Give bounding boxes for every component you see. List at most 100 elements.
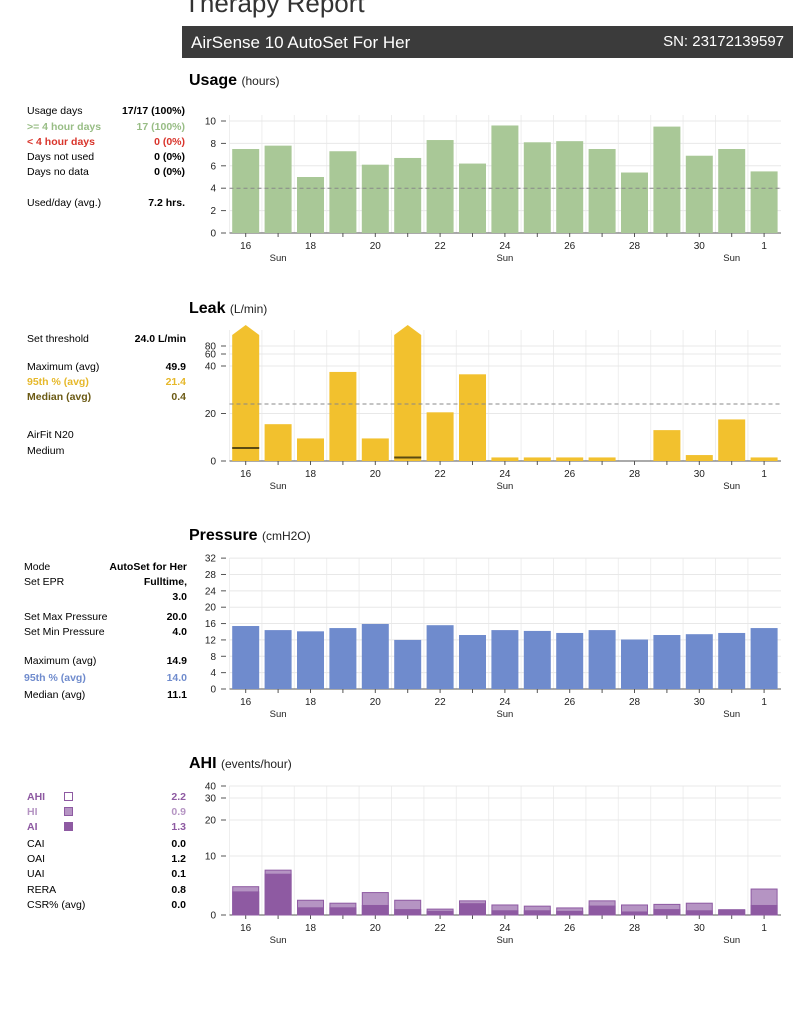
pressure-heading: Pressure: [189, 527, 258, 544]
ahi-stat-value: 0.0: [171, 838, 186, 850]
leak-bar: [459, 374, 486, 461]
usage-bar: [232, 149, 260, 233]
pressure-bar: [621, 639, 648, 689]
usage-stat-label: Days no data: [27, 166, 89, 178]
x-tick-label: 18: [305, 469, 317, 480]
y-tick-label: 4: [210, 184, 216, 195]
x-day-label: Sun: [270, 481, 287, 492]
x-day-label: Sun: [496, 481, 513, 492]
x-tick-label: 22: [435, 241, 447, 252]
ahi-section-title: AHI (events/hour): [189, 755, 292, 773]
x-tick-label: 30: [694, 469, 706, 480]
x-day-label: Sun: [270, 709, 287, 720]
leak-bar-clipped: [394, 325, 422, 461]
pressure-stat-value: 20.0: [166, 611, 187, 623]
pressure-bar: [556, 632, 584, 689]
x-tick-label: 22: [435, 469, 447, 480]
y-tick-label: 24: [205, 586, 217, 597]
ahi-bar-ai: [621, 911, 648, 915]
usage-stat-value: 7.2 hrs.: [148, 197, 185, 209]
x-day-label: Sun: [496, 253, 513, 264]
ahi-bar-ai: [491, 910, 519, 915]
x-day-label: Sun: [723, 253, 740, 264]
x-tick-label: 1: [761, 241, 767, 252]
device-header-bar: AirSense 10 AutoSet For Her SN: 23172139…: [182, 26, 793, 58]
x-tick-label: 20: [370, 469, 382, 480]
pressure-stat-label: 95th % (avg): [24, 672, 86, 684]
pressure-stat-label: Median (avg): [24, 689, 86, 701]
ahi-stat-label: CAI: [27, 838, 45, 850]
x-tick-label: 30: [694, 923, 706, 934]
y-tick-label: 12: [205, 635, 217, 646]
x-tick-label: 20: [370, 923, 382, 934]
x-tick-label: 16: [240, 241, 252, 252]
ahi-bar-ai: [523, 910, 551, 915]
usage-stat-value: 0 (0%): [154, 166, 185, 178]
usage-bar: [361, 164, 389, 233]
x-day-label: Sun: [270, 935, 287, 946]
y-tick-label: 20: [205, 409, 217, 420]
pressure-stat-label: Mode: [24, 561, 51, 573]
ahi-stat-label: CSR% (avg): [27, 899, 86, 911]
leak-stat-label: 95th % (avg): [27, 376, 89, 388]
pressure-stat-label: Set EPR: [24, 576, 65, 588]
pressure-section-title: Pressure (cmH2O): [189, 527, 311, 545]
leak-stat-label: Set threshold: [27, 333, 89, 345]
usage-unit: (hours): [241, 74, 280, 88]
x-day-label: Sun: [496, 935, 513, 946]
leak-bar: [491, 457, 519, 461]
ahi-bar-ai: [426, 910, 454, 915]
x-day-label: Sun: [270, 253, 287, 264]
usage-stat-label: < 4 hour days: [27, 136, 95, 148]
leak-bar: [653, 430, 681, 461]
x-tick-label: 24: [499, 469, 511, 480]
ahi-stat-label: RERA: [27, 884, 57, 896]
ahi-heading: AHI: [189, 755, 217, 772]
pressure-stat-value: 11.1: [167, 689, 187, 701]
x-tick-label: 28: [629, 469, 641, 480]
x-tick-label: 18: [305, 241, 317, 252]
ahi-stat-label: AHI: [27, 791, 46, 803]
usage-stat-label: >= 4 hour days: [27, 121, 102, 133]
y-tick-label: 28: [205, 570, 217, 581]
y-tick-label: 16: [205, 619, 217, 630]
mask-size: Medium: [27, 445, 65, 457]
pressure-stat-value: 4.0: [172, 626, 187, 638]
usage-bar: [653, 126, 681, 233]
pressure-stat-value: 14.0: [166, 672, 187, 684]
ahi-stat-label: AI: [27, 821, 38, 833]
y-tick-label: 32: [205, 554, 217, 565]
pressure-stat-value: AutoSet for Her: [109, 561, 187, 573]
usage-stat-value: 0 (0%): [154, 136, 185, 148]
leak-section-title: Leak (L/min): [189, 300, 267, 318]
ahi-unit: (events/hour): [221, 757, 292, 771]
usage-bar: [426, 140, 454, 233]
leak-unit: (L/min): [229, 302, 268, 316]
y-tick-label: 8: [210, 139, 216, 150]
legend-hi-swatch: [64, 807, 73, 816]
usage-stat-value: 0 (0%): [154, 151, 185, 163]
leak-stat-label: Median (avg): [27, 391, 92, 403]
y-tick-label: 8: [210, 652, 216, 663]
leak-stat-value: 0.4: [171, 391, 186, 403]
device-name: AirSense 10 AutoSet For Her: [191, 33, 411, 52]
pressure-bar: [329, 628, 357, 689]
leak-bar: [297, 438, 324, 461]
x-tick-label: 18: [305, 697, 317, 708]
x-day-label: Sun: [723, 481, 740, 492]
y-tick-label: 60: [205, 350, 217, 361]
ahi-stat-value: 0.9: [171, 806, 186, 818]
pressure-stat-value: 14.9: [166, 655, 187, 667]
usage-heading: Usage: [189, 72, 238, 89]
usage-stat-label: Days not used: [27, 151, 95, 163]
ahi-stat-value: 2.2: [171, 791, 186, 803]
leak-bar: [718, 419, 746, 461]
serial-number: SN: 23172139597: [663, 33, 784, 50]
mask-name: AirFit N20: [27, 429, 74, 441]
pressure-bar: [523, 630, 551, 689]
y-tick-label: 0: [210, 229, 216, 240]
x-tick-label: 30: [694, 697, 706, 708]
